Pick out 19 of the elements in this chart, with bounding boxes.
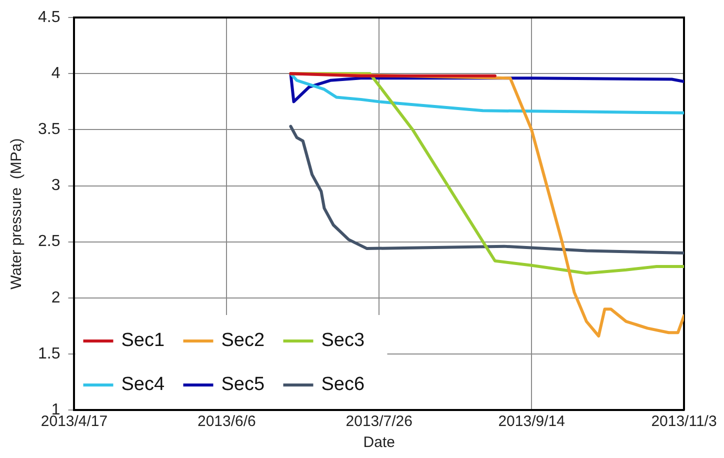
y-tick-label: 4 — [51, 65, 60, 82]
legend-label: Sec3 — [321, 330, 365, 352]
x-tick-label: 2013/6/6 — [197, 413, 256, 430]
legend-label: Sec2 — [221, 330, 265, 352]
x-tick-label: 2013/7/26 — [346, 413, 412, 430]
x-tick-label: 2013/11/3 — [651, 413, 717, 430]
y-tick-label: 2.5 — [38, 233, 60, 250]
legend-label: Sec6 — [321, 374, 365, 396]
legend-label: Sec5 — [221, 374, 265, 396]
x-tick-label: 2013/9/14 — [498, 413, 565, 430]
y-tick-label: 3 — [51, 177, 60, 194]
y-axis-title: Water pressure (MPa) — [8, 138, 26, 290]
x-axis-title: Date — [363, 434, 395, 452]
legend-label: Sec1 — [121, 330, 165, 352]
y-tick-label: 2 — [51, 289, 60, 306]
legend-label: Sec4 — [121, 374, 165, 396]
y-tick-label: 1.5 — [38, 345, 60, 362]
y-tick-label: 3.5 — [38, 121, 60, 138]
y-tick-label: 4.5 — [38, 9, 60, 26]
